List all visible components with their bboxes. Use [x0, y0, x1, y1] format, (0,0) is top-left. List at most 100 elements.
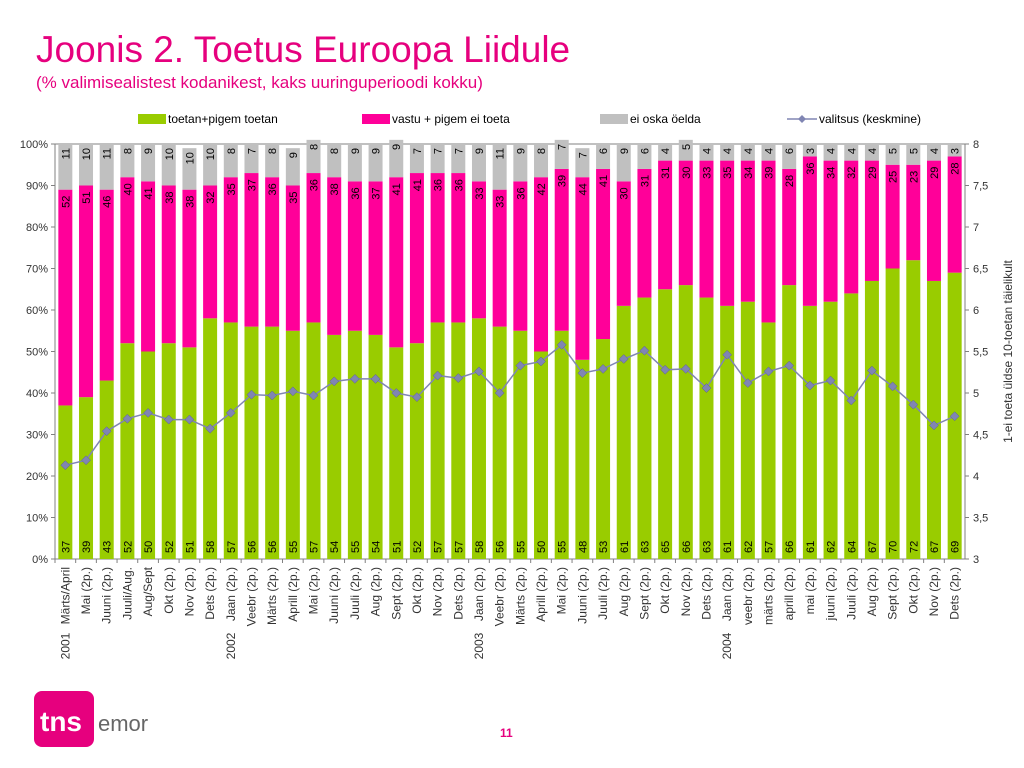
bar-label-eioska: 4 — [764, 148, 776, 154]
bar-eioska — [658, 144, 673, 161]
bar-toetan — [492, 326, 507, 559]
bar-label-eioska: 4 — [660, 148, 672, 154]
x-tick-label: Sept (2p.) — [886, 567, 900, 620]
legend-marker — [798, 115, 806, 123]
x-tick-label: Okt (2p.) — [906, 567, 920, 614]
bar-toetan — [596, 339, 611, 559]
bar-eioska — [182, 148, 197, 190]
bar-eioska — [389, 139, 404, 178]
bar-label-eioska: 8 — [122, 148, 134, 154]
bar-toetan — [906, 260, 921, 559]
bar-label-vastu: 34 — [743, 167, 755, 179]
bar-label-vastu: 37 — [371, 187, 383, 199]
bar-vastu — [368, 181, 383, 335]
bar-toetan — [637, 297, 652, 559]
bar-label-toetan: 66 — [681, 541, 693, 553]
bar-toetan — [823, 301, 838, 559]
year-label: 2004 — [720, 632, 734, 659]
bar-vastu — [575, 177, 590, 360]
bar-eioska — [471, 144, 486, 182]
x-tick-label: Jaan (2p.) — [224, 567, 238, 621]
bar-toetan — [720, 305, 735, 559]
bar-eioska — [699, 144, 714, 161]
bar-label-eioska: 4 — [701, 148, 713, 154]
bar-label-eioska: 10 — [205, 148, 217, 160]
bar-label-eioska: 9 — [515, 148, 527, 154]
valitsus-point — [763, 366, 774, 377]
bar-eioska — [926, 144, 941, 161]
valitsus-point — [929, 420, 939, 431]
bar-label-toetan: 51 — [391, 541, 403, 553]
bar-label-eioska: 8 — [329, 148, 341, 154]
page-subtitle: (% valimisealistest kodanikest, kaks uur… — [36, 73, 483, 92]
bar-label-eioska: 10 — [81, 148, 93, 160]
bar-vastu — [347, 181, 362, 331]
bar-label-eioska: 5 — [908, 148, 920, 154]
y2-tick-label: 7,5 — [973, 181, 988, 193]
bar-toetan — [844, 293, 859, 559]
bar-label-toetan: 48 — [577, 541, 589, 553]
bar-toetan — [161, 343, 176, 559]
y-tick-label: 0% — [32, 554, 48, 566]
bar-eioska — [161, 144, 176, 186]
valitsus-point — [825, 375, 836, 386]
bar-vastu — [161, 185, 176, 344]
bar-label-eioska: 4 — [743, 148, 755, 154]
bar-vastu — [720, 160, 735, 306]
x-tick-label: Juuni (2p.) — [327, 567, 341, 624]
bar-eioska — [203, 144, 218, 186]
bar-vastu — [554, 168, 569, 331]
bar-toetan — [864, 280, 879, 559]
bar-label-vastu: 44 — [577, 183, 589, 195]
bar-toetan — [451, 322, 466, 559]
bar-eioska — [492, 144, 507, 190]
x-tick-label: Mai (2p.) — [307, 567, 321, 614]
valitsus-point — [122, 413, 133, 424]
x-tick-label: Mai (2p.) — [79, 567, 93, 614]
bar-toetan — [534, 351, 549, 559]
x-tick-label: Veebr (2p.) — [244, 567, 258, 626]
bar-label-toetan: 62 — [826, 541, 838, 553]
valitsus-point — [81, 455, 91, 466]
bar-label-vastu: 41 — [143, 187, 155, 199]
valitsus-point — [556, 340, 567, 350]
bar-toetan — [513, 330, 528, 559]
bar-label-toetan: 63 — [701, 541, 713, 553]
valitsus-point — [742, 378, 753, 388]
bar-label-toetan: 61 — [722, 541, 734, 553]
bar-label-toetan: 55 — [350, 541, 362, 553]
x-tick-label: Dets (2p.) — [699, 567, 713, 620]
bar-vastu — [265, 177, 280, 327]
bar-label-toetan: 37 — [60, 541, 72, 553]
valitsus-point — [350, 374, 360, 384]
bar-vastu — [389, 177, 404, 348]
bar-label-toetan: 58 — [205, 541, 217, 553]
x-tick-label: Aug (2p.) — [865, 567, 879, 616]
bar-label-eioska: 9 — [391, 144, 403, 150]
bar-toetan — [409, 343, 424, 559]
year-label: 2002 — [224, 632, 238, 659]
bar-label-vastu: 29 — [929, 167, 941, 179]
valitsus-point — [308, 390, 319, 401]
valitsus-point — [846, 395, 857, 406]
bar-label-vastu: 33 — [495, 196, 507, 208]
bar-label-vastu: 23 — [908, 171, 920, 183]
y2-tick-label: 3 — [973, 554, 979, 566]
bar-vastu — [906, 164, 921, 261]
bar-eioska — [947, 144, 962, 157]
valitsus-point — [184, 414, 195, 425]
bar-eioska — [802, 144, 817, 157]
x-tick-label: Juuli (2p.) — [844, 567, 858, 620]
bar-label-eioska: 11 — [102, 148, 114, 159]
bar-toetan — [471, 318, 486, 559]
bar-toetan — [782, 285, 797, 559]
page-title: Joonis 2. Toetus Euroopa Liidule — [36, 29, 571, 70]
x-tick-label: Okt (2p.) — [410, 567, 424, 614]
bar-eioska — [58, 144, 73, 190]
bar-label-toetan: 53 — [598, 541, 610, 553]
bar-label-eioska: 3 — [950, 148, 962, 154]
valitsus-point — [598, 364, 608, 374]
bar-toetan — [327, 334, 342, 559]
bar-eioska — [906, 144, 921, 165]
valitsus-point — [722, 349, 733, 360]
